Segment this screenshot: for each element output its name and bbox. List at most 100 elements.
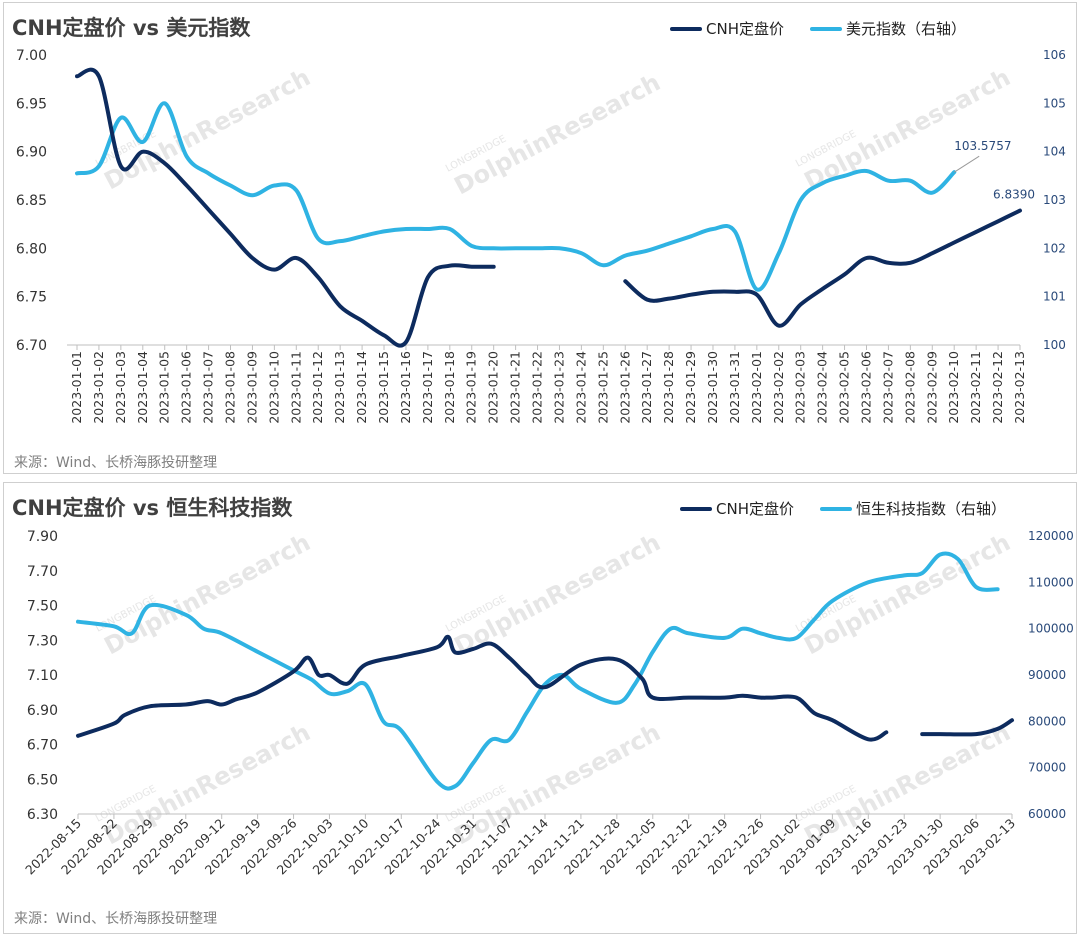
left-axis-tick-label: 7.30 <box>27 633 58 649</box>
x-axis-tick-label: 2023-01-12 <box>310 351 325 424</box>
right-axis-tick-label: 120000 <box>1028 529 1074 543</box>
x-axis-tick-label: 2023-01-19 <box>464 351 479 424</box>
x-axis-tick-label: 2023-01-25 <box>595 351 610 424</box>
x-axis-tick-label: 2023-02-11 <box>968 351 983 424</box>
chart-title: CNH定盘价 vs 恒生科技指数 <box>12 496 293 520</box>
right-axis-tick-label: 106 <box>1043 48 1066 62</box>
hstech-chart-panel: DolphinResearch LONGBRIDGE DolphinResearch… <box>0 480 1080 934</box>
left-axis-tick-label: 7.10 <box>27 668 58 684</box>
chart-source: 来源：Wind、长桥海豚投研整理 <box>14 455 218 471</box>
x-axis-tick-label: 2023-01-27 <box>639 351 654 424</box>
cnh-line <box>75 67 496 348</box>
x-axis-tick-label: 2023-02-10 <box>946 351 961 424</box>
chart-frame <box>3 2 1077 474</box>
x-axis-tick-label: 2023-02-01 <box>749 351 764 424</box>
cnh-line <box>623 208 1022 328</box>
left-axis-tick-label: 7.50 <box>27 599 58 615</box>
x-axis-tick-label: 2023-01-02 <box>91 351 106 424</box>
x-axis-tick-label: 2023-02-09 <box>924 351 939 424</box>
x-axis-tick-label: 2023-01-08 <box>223 351 238 424</box>
legend-swatch-hstech <box>819 506 852 511</box>
x-axis-tick-label: 2023-01-18 <box>442 351 457 424</box>
x-axis-tick-label: 2023-02-13 <box>1012 351 1027 424</box>
cnh-end-label: 6.8390 <box>993 188 1035 202</box>
x-axis-tick-label: 2023-01-06 <box>179 351 194 424</box>
left-axis-tick-label: 6.75 <box>16 290 47 306</box>
cnh-line <box>76 634 889 742</box>
x-axis-tick-label: 2023-02-04 <box>815 351 830 424</box>
x-axis-tick-label: 2023-01-30 <box>705 351 720 424</box>
chart-legend: CNH定盘价 美元指数（右轴） <box>670 18 966 39</box>
right-axis-tick-label: 110000 <box>1028 575 1074 589</box>
legend-swatch-cnh <box>670 26 702 31</box>
hstech-line <box>76 551 1000 791</box>
right-axis-tick-label: 100 <box>1043 338 1066 352</box>
x-axis-tick-label: 2023-01-21 <box>508 351 523 424</box>
legend-label-cnh: CNH定盘价 <box>706 20 784 38</box>
x-axis-tick-label: 2023-01-29 <box>683 351 698 424</box>
left-axis-tick-label: 6.70 <box>16 338 47 354</box>
chart-title: CNH定盘价 vs 美元指数 <box>12 16 251 40</box>
x-axis-tick-label: 2023-02-08 <box>902 351 917 424</box>
right-axis-tick-label: 80000 <box>1028 714 1066 728</box>
x-axis-tick-label: 2023-01-10 <box>266 351 281 424</box>
left-axis-tick-label: 6.95 <box>16 96 47 112</box>
right-axis-tick-label: 105 <box>1043 96 1066 110</box>
left-axis-tick-label: 6.80 <box>16 241 47 257</box>
legend-swatch-dollar-index <box>809 26 842 31</box>
chart-source: 来源：Wind、长桥海豚投研整理 <box>14 911 218 927</box>
x-axis-tick-label: 2023-01-04 <box>135 351 150 424</box>
left-axis-tick-label: 6.85 <box>16 193 47 209</box>
x-axis-tick-label: 2023-02-12 <box>990 351 1005 424</box>
right-axis-tick-label: 60000 <box>1028 807 1066 821</box>
legend-label-dollar-index: 美元指数（右轴） <box>845 20 966 38</box>
dollar-index-line <box>75 101 957 292</box>
x-axis-tick-label: 2023-01-26 <box>617 351 632 424</box>
x-axis-tick-label: 2023-01-14 <box>354 351 369 424</box>
x-axis-tick-label: 2023-02-07 <box>880 351 895 424</box>
legend-label-cnh: CNH定盘价 <box>716 500 794 518</box>
x-axis-tick-label: 2023-01-28 <box>661 351 676 424</box>
right-axis-tick-label: 104 <box>1043 145 1066 159</box>
right-axis-tick-label: 100000 <box>1028 622 1074 636</box>
right-axis-tick-label: 90000 <box>1028 668 1066 682</box>
x-axis-tick-label: 2023-01-11 <box>288 351 303 424</box>
left-axis-tick-label: 7.90 <box>27 529 58 545</box>
x-axis-tick-label: 2023-02-02 <box>771 351 786 424</box>
x-axis-tick-label: 2023-02-06 <box>858 351 873 424</box>
x-axis-tick-label: 2023-01-16 <box>398 351 413 424</box>
watermark-text: DolphinResearch <box>450 528 665 660</box>
right-axis-tick-label: 101 <box>1043 290 1066 304</box>
x-axis-tick-label: 2023-01-20 <box>486 351 501 424</box>
x-axis-tick-label: 2023-01-13 <box>332 351 347 424</box>
legend-label-hstech: 恒生科技指数（右轴） <box>855 500 1006 518</box>
x-axis-tick-label: 2023-01-03 <box>113 351 128 424</box>
left-axis-tick-label: 6.90 <box>27 703 58 719</box>
x-axis-tick-label: 2023-01-17 <box>420 351 435 424</box>
cnh-line <box>920 718 1014 737</box>
left-axis-tick-label: 6.30 <box>27 807 58 823</box>
dollar-index-end-label: 103.5757 <box>954 139 1011 153</box>
x-axis-tick-label: 2023-01-09 <box>244 351 259 424</box>
left-axis-tick-label: 6.50 <box>27 772 58 788</box>
legend-swatch-cnh <box>680 506 712 511</box>
x-axis-tick-label: 2023-02-05 <box>837 351 852 424</box>
x-axis-tick-label: 2023-01-22 <box>530 351 545 424</box>
x-axis-tick-label: 2023-01-31 <box>727 351 742 424</box>
x-axis-tick-label: 2023-01-23 <box>551 351 566 424</box>
data-label-leader <box>953 155 980 173</box>
x-axis-tick-label: 2023-01-15 <box>376 351 391 424</box>
left-axis-tick-label: 6.70 <box>27 738 58 754</box>
chart-legend: CNH定盘价 恒生科技指数（右轴） <box>680 498 1006 519</box>
watermark-text: DolphinResearch <box>800 63 1015 195</box>
x-axis-tick-label: 2023-01-24 <box>573 351 588 424</box>
right-axis-tick-label: 70000 <box>1028 761 1066 775</box>
x-axis-tick-label: 2023-02-03 <box>793 351 808 424</box>
